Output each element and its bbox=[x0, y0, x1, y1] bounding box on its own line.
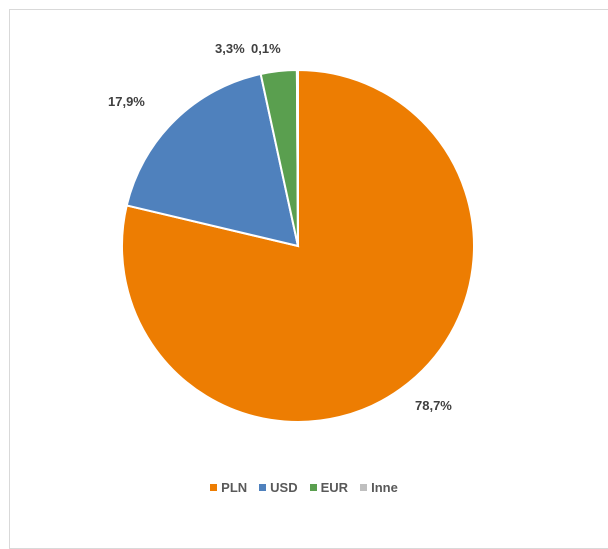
legend-swatch-pln bbox=[210, 484, 218, 491]
legend-label-pln: PLN bbox=[221, 480, 248, 495]
chart-legend: PLN USD EUR Inne bbox=[0, 480, 608, 495]
legend-item-pln: PLN bbox=[210, 480, 247, 495]
data-label-eur: 3,3% bbox=[215, 41, 245, 56]
legend-label-usd: USD bbox=[270, 480, 298, 495]
legend-item-inne: Inne bbox=[360, 480, 398, 495]
legend-label-inne: Inne bbox=[371, 480, 398, 495]
pie-slices bbox=[121, 68, 475, 423]
legend-label-eur: EUR bbox=[320, 480, 349, 495]
pie-slice-inne bbox=[295, 68, 299, 247]
pie-slice-usd bbox=[125, 72, 300, 248]
data-label-usd: 17,9% bbox=[108, 94, 145, 109]
data-label-inne: 0,1% bbox=[251, 41, 281, 56]
legend-swatch-eur bbox=[309, 484, 317, 491]
legend-item-eur: EUR bbox=[309, 480, 349, 495]
legend-swatch-usd bbox=[259, 484, 267, 491]
legend-swatch-inne bbox=[360, 484, 368, 491]
pie-chart: 78,7% 17,9% 3,3% 0,1% bbox=[108, 41, 475, 423]
data-label-pln: 78,7% bbox=[415, 398, 452, 413]
legend-item-usd: USD bbox=[259, 480, 298, 495]
pie-data-labels: 78,7% 17,9% 3,3% 0,1% bbox=[108, 41, 452, 413]
